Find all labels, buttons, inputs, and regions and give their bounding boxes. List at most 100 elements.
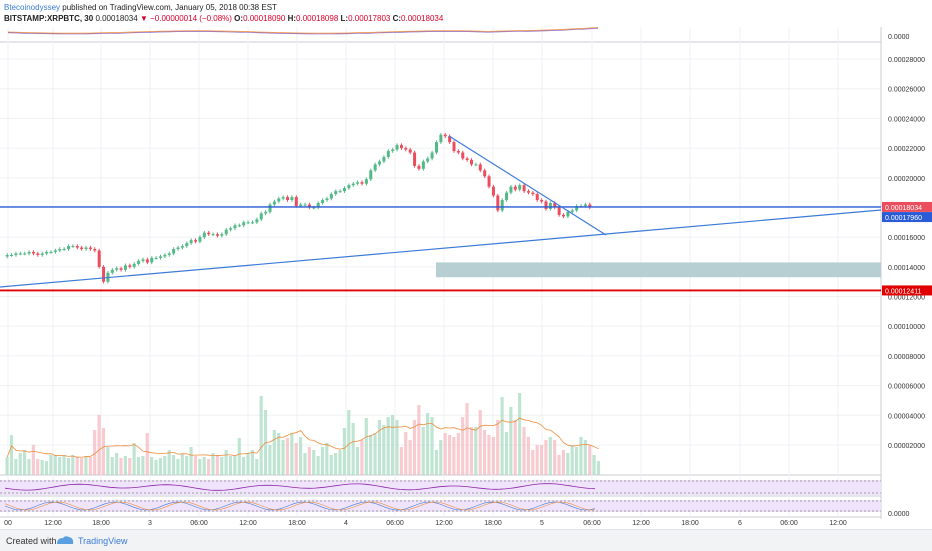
volume-bar <box>509 407 513 475</box>
candle <box>487 176 491 187</box>
candle <box>246 222 250 224</box>
candle <box>312 207 316 209</box>
candle <box>334 191 338 195</box>
y-tick-label: 0.00002000 <box>888 443 925 450</box>
candle <box>461 152 465 159</box>
candle <box>40 253 44 255</box>
x-tick-label: 06:00 <box>386 520 404 527</box>
publish-line: Btecoinodyssey published on TradingView.… <box>4 3 277 12</box>
volume-bar <box>58 457 62 475</box>
volume-bar <box>294 443 298 475</box>
tradingview-logo-icon[interactable] <box>55 534 75 546</box>
x-tick-label: 06:00 <box>780 520 798 527</box>
candle <box>53 250 57 252</box>
candle <box>286 197 290 201</box>
volume-bar <box>439 440 443 475</box>
volume-bar <box>496 420 500 475</box>
volume-bar <box>123 456 127 475</box>
volume-ma-line <box>6 417 599 458</box>
candle <box>513 186 517 190</box>
candle <box>470 159 474 165</box>
candle <box>321 200 325 204</box>
blue-level-label-bg <box>882 212 932 223</box>
candle <box>500 200 504 211</box>
volume-bar <box>250 450 254 475</box>
candle <box>172 249 176 254</box>
volume-bar <box>347 410 351 475</box>
symbol-label[interactable]: BITSTAMP:XRPBTC, 30 <box>4 14 94 23</box>
price-chart[interactable]: 0.00028000 0.00026000 0.00024000 0.00022000… <box>0 0 932 529</box>
volume-bar <box>62 455 66 475</box>
volume-bar <box>548 437 552 475</box>
rsi-band <box>0 480 881 495</box>
y-tick-label: 0.00028000 <box>888 57 925 64</box>
candle <box>434 142 438 153</box>
candle <box>413 152 417 166</box>
x-tick-label: 5 <box>540 520 544 527</box>
candle <box>27 252 31 254</box>
current-price-label: 0.00018034 <box>885 205 922 212</box>
high-value: 0.00018098 <box>296 14 339 23</box>
candle <box>123 265 127 270</box>
candle <box>307 204 311 208</box>
current-price-label-bg <box>882 201 932 212</box>
volume-bar <box>426 413 430 475</box>
candle <box>518 185 522 190</box>
ascending-trendline <box>0 209 882 288</box>
volume-bar <box>14 459 18 475</box>
open-value: 0.00018090 <box>243 14 286 23</box>
candle <box>557 207 561 215</box>
volume-bar <box>285 438 290 475</box>
volume-bar <box>154 460 158 475</box>
candle <box>110 269 114 273</box>
candle <box>562 214 566 217</box>
volume-bar <box>522 427 526 475</box>
volume-bar <box>399 447 403 475</box>
candle <box>5 254 9 257</box>
volume-bar <box>351 423 355 475</box>
tradingview-brand[interactable]: TradingView <box>78 536 128 546</box>
volume-bar <box>443 433 447 475</box>
volume-bar <box>338 450 342 475</box>
volume-bar <box>167 450 171 475</box>
volume-bar <box>329 455 333 475</box>
volume-bar <box>531 450 535 475</box>
candle <box>36 253 40 255</box>
open-label: O: <box>234 14 244 23</box>
volume-bar <box>66 458 71 475</box>
candle <box>137 260 141 264</box>
candle <box>58 249 62 251</box>
candle <box>115 268 119 270</box>
candle <box>483 170 487 177</box>
y-tick-label: 0.00016000 <box>888 235 925 242</box>
volume-bar <box>31 445 35 475</box>
support-zone <box>436 262 881 278</box>
volume-bar <box>325 443 329 475</box>
x-tick-label: 4 <box>344 520 348 527</box>
y-tick-label: 0.00022000 <box>888 146 925 153</box>
volume-bar <box>211 453 215 475</box>
volume-bar <box>106 447 110 475</box>
candle <box>102 266 106 282</box>
stoch-band <box>0 500 881 512</box>
candle <box>176 247 180 250</box>
candle <box>207 232 211 235</box>
volume-bar <box>23 450 27 475</box>
volume-bar <box>434 450 438 475</box>
volume-bar <box>316 456 320 475</box>
y-tick-label: 0.00012000 <box>888 295 925 302</box>
volume-bar <box>202 457 206 475</box>
candle <box>67 246 71 250</box>
candle <box>347 185 351 189</box>
candle <box>163 254 167 257</box>
volume-bar <box>27 459 31 475</box>
volume-bar <box>557 455 561 475</box>
volume-bar <box>596 461 601 475</box>
author-link[interactable]: Btecoinodyssey <box>4 3 61 12</box>
x-tick-label: 12:00 <box>829 520 847 527</box>
volume-bar <box>482 430 487 475</box>
down-arrow-icon: ▼ <box>139 14 148 23</box>
candle <box>264 211 268 214</box>
candle <box>237 225 241 227</box>
top-indicator-signal <box>7 28 599 35</box>
